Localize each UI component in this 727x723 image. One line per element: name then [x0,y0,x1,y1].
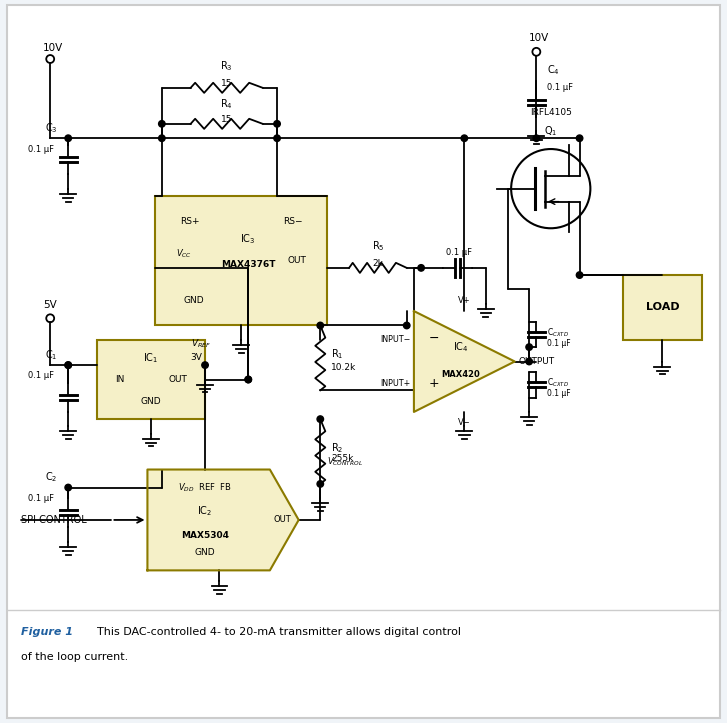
Text: MAX5304: MAX5304 [181,531,229,540]
Circle shape [317,322,324,329]
Circle shape [65,362,71,368]
Circle shape [65,362,71,368]
Text: $V_{CONTROL}$: $V_{CONTROL}$ [327,455,364,468]
Text: 0.1 μF: 0.1 μF [28,372,54,380]
Text: 0.1 μF: 0.1 μF [28,494,54,502]
Circle shape [274,121,281,127]
Circle shape [317,416,324,422]
Text: GND: GND [183,296,204,305]
Circle shape [461,135,467,142]
Text: $V_{REF}$: $V_{REF}$ [190,337,211,350]
Text: Q$_1$: Q$_1$ [544,124,558,138]
Text: This DAC-controlled 4- to 20-mA transmitter allows digital control: This DAC-controlled 4- to 20-mA transmit… [97,627,461,636]
Circle shape [577,135,583,142]
FancyBboxPatch shape [623,275,702,340]
Text: 5V: 5V [43,299,57,309]
FancyBboxPatch shape [155,196,327,325]
Text: C$_1$: C$_1$ [45,348,57,362]
Text: IC$_3$: IC$_3$ [241,232,256,246]
Circle shape [65,135,71,142]
Text: C$_{CXTD}$: C$_{CXTD}$ [547,327,569,339]
Text: V+: V+ [458,296,470,305]
Text: 15: 15 [221,80,233,88]
Text: OUT: OUT [273,515,292,524]
Text: R$_3$: R$_3$ [220,59,233,74]
Text: OUTPUT: OUTPUT [518,357,555,366]
Circle shape [418,265,425,271]
Text: INPUT+: INPUT+ [380,379,410,388]
Text: IC$_2$: IC$_2$ [198,505,213,518]
Text: GND: GND [141,397,161,406]
Text: LOAD: LOAD [646,302,679,312]
Text: RS+: RS+ [180,217,199,226]
Circle shape [65,484,71,491]
Circle shape [317,481,324,487]
FancyBboxPatch shape [97,340,205,419]
Circle shape [577,272,583,278]
FancyBboxPatch shape [7,5,720,718]
Text: 2k: 2k [372,260,383,268]
Text: 10V: 10V [43,43,63,54]
Text: R$_5$: R$_5$ [371,239,384,254]
Text: GND: GND [195,548,215,557]
Text: MAX4376T: MAX4376T [221,260,276,269]
Text: −: − [428,332,439,345]
Text: IC$_1$: IC$_1$ [143,351,158,365]
Text: MAX420: MAX420 [441,370,480,379]
Circle shape [158,135,165,142]
Text: $V_{DD}$  REF  FB: $V_{DD}$ REF FB [178,482,232,494]
Text: C$_3$: C$_3$ [45,121,57,134]
Text: 0.1 μF: 0.1 μF [446,248,473,257]
Text: C$_4$: C$_4$ [547,63,560,77]
Circle shape [274,135,281,142]
Text: $V_{CC}$: $V_{CC}$ [176,247,192,260]
Text: IRFL4105: IRFL4105 [530,108,571,116]
Text: 255k: 255k [331,454,353,463]
Circle shape [403,322,410,329]
Text: 10.2k: 10.2k [331,363,356,372]
Text: RS−: RS− [283,217,302,226]
Text: C$_{CXTD}$: C$_{CXTD}$ [547,377,569,390]
Text: R$_2$: R$_2$ [331,441,344,455]
Text: SPI CONTROL: SPI CONTROL [21,515,87,525]
Text: OUT: OUT [168,375,187,384]
Circle shape [245,376,252,382]
Text: 15: 15 [221,115,233,124]
Polygon shape [414,311,515,412]
Circle shape [526,359,532,364]
Polygon shape [148,469,299,570]
Circle shape [533,135,539,142]
Text: 0.1 μF: 0.1 μF [547,390,571,398]
Text: V−: V− [458,418,470,427]
Text: 0.1 μF: 0.1 μF [28,145,54,153]
Circle shape [202,362,209,368]
Circle shape [158,121,165,127]
Text: IN: IN [115,375,124,384]
Text: 3V: 3V [190,354,203,362]
Text: Figure 1: Figure 1 [21,627,73,636]
Text: C$_2$: C$_2$ [45,470,57,484]
Circle shape [245,376,252,382]
Text: +: + [428,377,439,390]
Text: OUT: OUT [287,256,306,265]
Text: 0.1 μF: 0.1 μF [547,83,573,93]
Text: IC$_4$: IC$_4$ [453,341,469,354]
Text: 10V: 10V [529,33,550,43]
Text: R$_1$: R$_1$ [331,347,344,362]
Text: of the loop current.: of the loop current. [21,652,129,662]
Text: INPUT−: INPUT− [380,335,410,344]
Text: R$_4$: R$_4$ [220,97,233,111]
Circle shape [526,344,532,351]
Text: 0.1 μF: 0.1 μF [547,339,571,348]
